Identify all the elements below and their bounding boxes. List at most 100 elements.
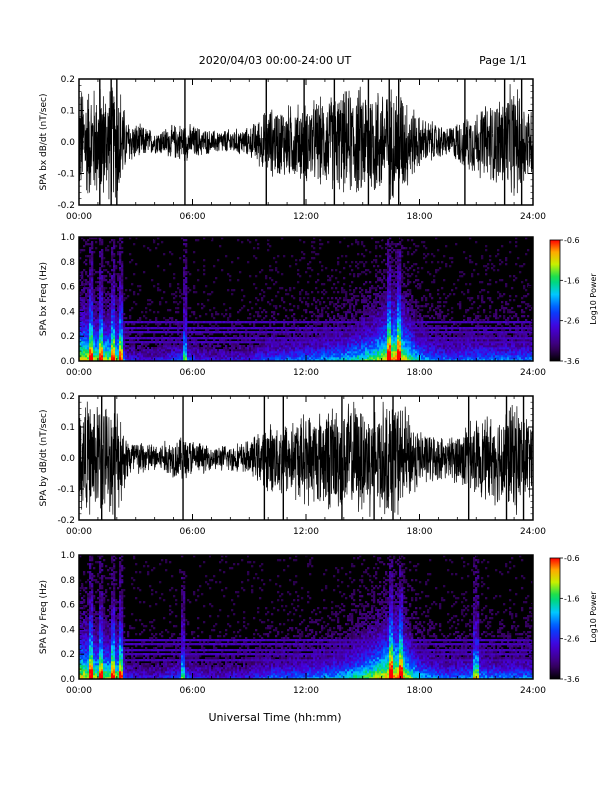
spectrogram-cell xyxy=(107,245,110,248)
spectrogram-cell xyxy=(225,349,228,352)
spectrogram-cell xyxy=(249,321,252,324)
spectrogram-cell xyxy=(193,329,196,332)
spectrogram-cell xyxy=(153,347,156,350)
spectrogram-cell xyxy=(357,243,360,246)
spectrogram-cell xyxy=(257,247,260,250)
spectrogram-cell xyxy=(81,289,84,292)
spectrogram-cell xyxy=(193,349,196,352)
spectrogram-cell xyxy=(89,323,92,326)
spectrogram-cell xyxy=(101,293,104,296)
spectrogram-cell xyxy=(389,315,392,318)
spectrogram-cell xyxy=(399,345,402,348)
spectrogram-cell xyxy=(217,349,220,352)
spectrogram-cell xyxy=(391,293,394,296)
spectrogram-cell xyxy=(215,355,218,358)
spectrogram-cell xyxy=(399,243,402,246)
spectrogram-cell xyxy=(99,251,102,254)
spectrogram-cell xyxy=(113,293,116,296)
spectrogram-cell xyxy=(389,263,392,266)
spectrogram-cell xyxy=(259,321,262,324)
spectrogram-cell xyxy=(183,321,186,324)
spectrogram-cell xyxy=(389,335,392,338)
spectrogram-cell xyxy=(383,293,386,296)
spectrogram-cell xyxy=(129,337,132,340)
spectrogram-cell xyxy=(287,341,290,344)
spectrogram-cell xyxy=(149,331,152,334)
spectrogram-cell xyxy=(153,355,156,358)
spectrogram-cell xyxy=(193,351,196,354)
spectrogram-cell xyxy=(337,335,340,338)
spectrogram-cell xyxy=(213,355,216,358)
spectrogram-cell xyxy=(103,351,106,354)
spectrogram-cell xyxy=(385,319,388,322)
spectrogram-cell xyxy=(157,311,160,314)
spectrogram-cell xyxy=(391,313,394,316)
spectrogram-cell xyxy=(305,325,308,328)
spectrogram-cell xyxy=(261,331,264,334)
spectrogram-cell xyxy=(121,333,124,336)
spectrogram-cell xyxy=(251,357,254,360)
spectrogram-cell xyxy=(287,323,290,326)
spectrogram-cell xyxy=(297,281,300,284)
spectrogram-cell xyxy=(341,319,344,322)
spectrogram-cell xyxy=(383,351,386,354)
spectrogram-cell xyxy=(379,301,382,304)
spectrogram-cell xyxy=(355,315,358,318)
spectrogram-cell xyxy=(269,357,272,360)
spectrogram-cell xyxy=(311,345,314,348)
spectrogram-cell xyxy=(111,281,114,284)
spectrogram-cell xyxy=(385,311,388,314)
spectrogram-cell xyxy=(393,313,396,316)
spectrogram-cell xyxy=(369,251,372,254)
spectrogram-cell xyxy=(119,347,122,350)
spectrogram-cell xyxy=(97,305,100,308)
spectrogram-cell xyxy=(113,339,116,342)
spectrogram-cell xyxy=(123,359,126,362)
spectrogram-cell xyxy=(93,295,96,298)
spectrogram-cell xyxy=(299,329,302,332)
spectrogram-cell xyxy=(79,359,82,362)
spectrogram-cell xyxy=(277,271,280,274)
spectrogram-cell xyxy=(303,241,306,244)
spectrogram-cell xyxy=(313,329,316,332)
spectrogram-cell xyxy=(95,309,98,312)
spectrogram-cell xyxy=(117,313,120,316)
spectrogram-cell xyxy=(111,321,114,324)
spectrogram-cell xyxy=(355,337,358,340)
spectrogram-cell xyxy=(413,311,416,314)
spectrogram-cell xyxy=(203,351,206,354)
spectrogram-cell xyxy=(113,273,116,276)
spectrogram-cell xyxy=(139,355,142,358)
spectrogram-cell xyxy=(415,301,418,304)
spectrogram-cell xyxy=(89,309,92,312)
spectrogram-cell xyxy=(87,293,90,296)
spectrogram-cell xyxy=(239,351,242,354)
spectrogram-cell xyxy=(143,341,146,344)
spectrogram-cell xyxy=(175,343,178,346)
spectrogram-cell xyxy=(157,345,160,348)
spectrogram-cell xyxy=(289,347,292,350)
spectrogram-cell xyxy=(159,355,162,358)
spectrogram-cell xyxy=(263,353,266,356)
spectrogram-cell xyxy=(119,285,122,288)
spectrogram-cell xyxy=(147,341,150,344)
spectrogram-cell xyxy=(275,319,278,322)
spectrogram-cell xyxy=(389,323,392,326)
spectrogram-cell xyxy=(85,293,88,296)
x-tick-label: 06:00 xyxy=(180,212,206,222)
spectrogram-cell xyxy=(399,351,402,354)
spectrogram-cell xyxy=(87,295,90,298)
spectrogram-cell xyxy=(101,331,104,334)
spectrogram-cell xyxy=(85,329,88,332)
spectrogram-cell xyxy=(83,287,86,290)
spectrogram-cell xyxy=(321,333,324,336)
spectrogram-cell xyxy=(95,347,98,350)
spectrogram-cell xyxy=(297,337,300,340)
spectrogram-cell xyxy=(121,351,124,354)
spectrogram-cell xyxy=(377,323,380,326)
spectrogram-cell xyxy=(121,301,124,304)
spectrogram-cell xyxy=(295,341,298,344)
spectrogram-cell xyxy=(119,351,122,354)
spectrogram-cell xyxy=(377,279,380,282)
spectrogram-cell xyxy=(385,309,388,312)
